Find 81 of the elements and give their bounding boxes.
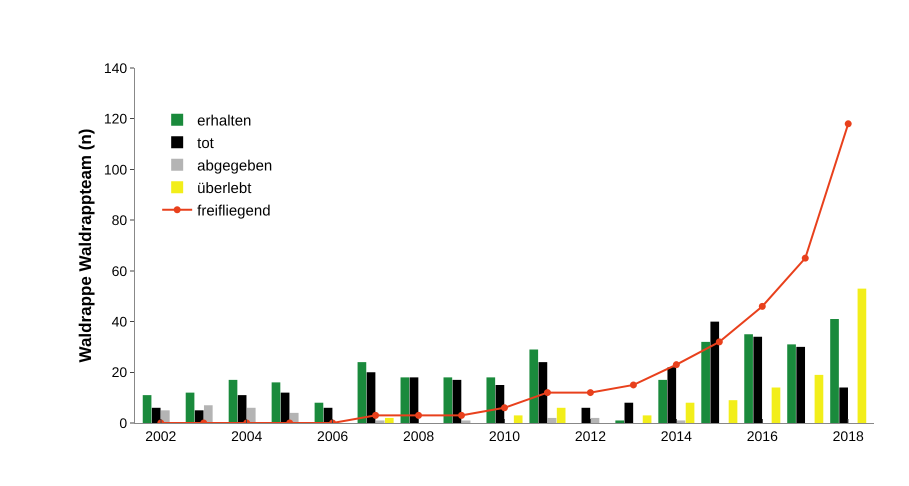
point [586,389,594,396]
y-tick-label: 100 [104,161,128,178]
bar [186,392,194,423]
bar [142,395,152,423]
bar [324,408,332,423]
bar [548,418,556,423]
x-tick-label: 2010 [488,428,520,444]
x-tick-label: 2014 [660,428,692,444]
y-tick-label: 140 [104,60,128,76]
bar [658,380,667,423]
bar [152,408,161,423]
bar [701,342,710,423]
bar [624,402,634,423]
point [630,381,637,388]
legend-label: abgegeben [197,158,272,175]
y-tick-label: 40 [112,313,128,330]
bar [496,384,504,423]
bar [676,420,686,423]
legend-label: erhalten [197,112,252,130]
y-tick-label: 120 [104,110,128,127]
bar [400,377,410,423]
bar [462,420,470,423]
x-tick-label: 2004 [231,428,262,444]
point [844,120,852,128]
bar [728,400,738,423]
bar [667,367,676,423]
legend-label: freifliegend [197,202,271,220]
bar [486,377,496,423]
bar [642,415,652,423]
x-tick-label: 2002 [145,428,177,444]
bar [228,380,238,423]
bar [272,382,280,423]
bar [590,418,600,423]
point [758,302,766,310]
bar [830,319,839,423]
x-tick-label: 2018 [832,428,864,444]
legend-label: überlebt [197,180,252,198]
point [544,389,551,396]
y-tick-label: 60 [112,262,128,279]
bar [280,392,290,423]
bar [787,344,796,423]
point [672,361,680,368]
y-axis-title: Waldrappe Waldrappteam (n) [76,128,95,362]
point [501,404,508,412]
bar [744,334,753,423]
bar [556,408,566,423]
point [415,412,422,419]
bar [529,349,538,423]
point [458,412,466,419]
y-tick-label: 80 [112,212,128,228]
bar [238,395,246,423]
bar [452,380,462,423]
bar [858,288,866,423]
y-tick-label: 0 [119,414,128,431]
point [716,338,723,346]
bar [514,415,523,423]
bar [839,388,848,423]
bar [538,362,548,423]
x-tick-label: 2006 [317,428,348,444]
x-tick-label: 2008 [402,428,434,444]
bar [410,377,418,423]
x-tick-label: 2012 [574,428,606,444]
bar [772,388,780,423]
point [372,412,380,419]
bar [796,346,806,423]
bar [314,402,324,423]
legend-label: tot [197,135,215,152]
bar [358,362,366,423]
point [802,254,809,262]
bar [376,420,385,423]
bar [444,377,452,423]
x-tick-label: 2016 [746,428,778,444]
bar [686,402,694,423]
bar [384,418,394,423]
bar [366,372,376,423]
bar [710,322,720,423]
bar [582,408,590,423]
bar [615,420,624,423]
bar [753,336,762,423]
y-tick-label: 20 [112,364,128,380]
bar [814,374,824,423]
